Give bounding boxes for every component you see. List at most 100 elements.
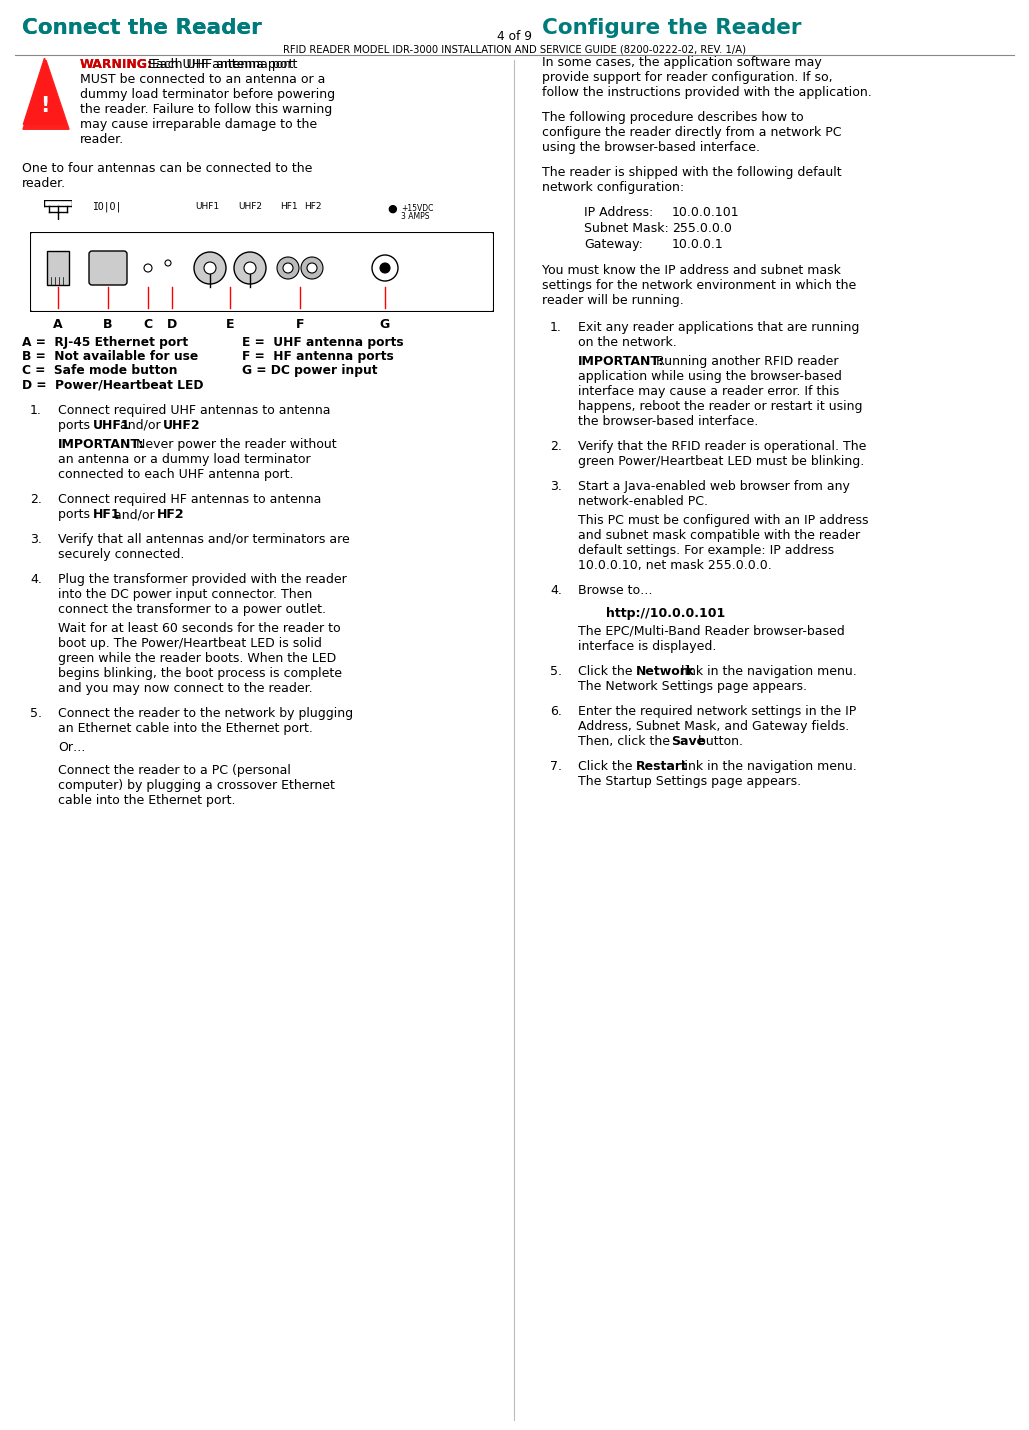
Text: 4 of 9: 4 of 9	[497, 30, 532, 43]
Circle shape	[234, 252, 267, 285]
Circle shape	[244, 262, 256, 275]
Text: Exit any reader applications that are running: Exit any reader applications that are ru…	[578, 320, 859, 335]
Text: D: D	[167, 317, 177, 330]
Text: boot up. The Power/Heartbeat LED is solid: boot up. The Power/Heartbeat LED is soli…	[58, 636, 322, 651]
Text: ports: ports	[58, 508, 94, 521]
Text: 1.: 1.	[30, 405, 42, 418]
Text: Click the: Click the	[578, 759, 637, 774]
Text: E =  UHF antenna ports: E = UHF antenna ports	[242, 336, 403, 349]
Text: ports: ports	[58, 419, 94, 432]
Text: F =  HF antenna ports: F = HF antenna ports	[242, 350, 394, 363]
Text: follow the instructions provided with the application.: follow the instructions provided with th…	[542, 86, 872, 99]
Text: This PC must be configured with an IP address: This PC must be configured with an IP ad…	[578, 513, 868, 528]
Text: Connect the reader to a PC (personal: Connect the reader to a PC (personal	[58, 764, 291, 776]
Polygon shape	[24, 59, 66, 124]
Text: UHF2: UHF2	[238, 202, 262, 212]
Text: Verify that all antennas and/or terminators are: Verify that all antennas and/or terminat…	[58, 533, 350, 546]
Text: Plug the transformer provided with the reader: Plug the transformer provided with the r…	[58, 573, 347, 586]
FancyBboxPatch shape	[47, 252, 69, 285]
Text: the browser-based interface.: the browser-based interface.	[578, 415, 758, 428]
FancyBboxPatch shape	[30, 232, 494, 312]
Text: A: A	[54, 317, 63, 330]
Text: 3.: 3.	[30, 533, 42, 546]
Text: dummy load terminator before powering: dummy load terminator before powering	[80, 89, 335, 102]
Text: reader will be running.: reader will be running.	[542, 295, 683, 307]
Text: .: .	[174, 508, 178, 521]
Text: Running another RFID reader: Running another RFID reader	[652, 355, 839, 368]
Text: 1.: 1.	[549, 320, 562, 335]
Text: Each UHF antenna port: Each UHF antenna port	[148, 59, 293, 72]
Text: Address, Subnet Mask, and Gateway fields.: Address, Subnet Mask, and Gateway fields…	[578, 719, 849, 734]
Text: WARNING:: WARNING:	[80, 59, 153, 72]
Text: !: !	[41, 102, 51, 122]
Text: Wait for at least 60 seconds for the reader to: Wait for at least 60 seconds for the rea…	[58, 622, 341, 635]
Text: 10.0.0.101: 10.0.0.101	[672, 206, 740, 219]
Text: link in the navigation menu.: link in the navigation menu.	[677, 759, 856, 774]
Text: You must know the IP address and subnet mask: You must know the IP address and subnet …	[542, 265, 841, 277]
Circle shape	[204, 262, 216, 275]
Text: 255.0.0.0: 255.0.0.0	[672, 222, 732, 235]
Text: default settings. For example: IP address: default settings. For example: IP addres…	[578, 543, 835, 558]
Circle shape	[283, 263, 293, 273]
Text: Click the: Click the	[578, 665, 637, 678]
Text: interface is displayed.: interface is displayed.	[578, 641, 716, 654]
Text: and you may now connect to the reader.: and you may now connect to the reader.	[58, 682, 313, 695]
Text: may cause irreparable damage to the: may cause irreparable damage to the	[80, 119, 317, 132]
Text: green Power/Heartbeat LED must be blinking.: green Power/Heartbeat LED must be blinki…	[578, 455, 864, 468]
Text: F: F	[295, 317, 305, 330]
Text: Enter the required network settings in the IP: Enter the required network settings in t…	[578, 705, 856, 718]
FancyBboxPatch shape	[88, 252, 127, 285]
Circle shape	[301, 257, 323, 279]
Circle shape	[372, 255, 398, 282]
Text: The following procedure describes how to: The following procedure describes how to	[542, 112, 804, 124]
Text: E: E	[225, 317, 235, 330]
Text: Start a Java-enabled web browser from any: Start a Java-enabled web browser from an…	[578, 480, 850, 493]
Text: HF2: HF2	[156, 508, 184, 521]
Text: securely connected.: securely connected.	[58, 548, 184, 561]
Text: HF1: HF1	[280, 202, 297, 212]
Text: an Ethernet cable into the Ethernet port.: an Ethernet cable into the Ethernet port…	[58, 722, 313, 735]
Text: connected to each UHF antenna port.: connected to each UHF antenna port.	[58, 468, 293, 480]
Text: HF2: HF2	[304, 202, 321, 212]
Text: 4.: 4.	[30, 573, 42, 586]
Text: Connect the reader to the network by plugging: Connect the reader to the network by plu…	[58, 706, 353, 719]
Circle shape	[165, 260, 171, 266]
Text: 5.: 5.	[549, 665, 562, 678]
Text: Connect the Reader: Connect the Reader	[22, 19, 261, 39]
Text: UHF1: UHF1	[196, 202, 219, 212]
Text: IO|O|: IO|O|	[94, 202, 122, 213]
Text: IMPORTANT:: IMPORTANT:	[58, 438, 144, 450]
Text: MUST be connected to an antenna or a: MUST be connected to an antenna or a	[80, 73, 325, 86]
Text: 4.: 4.	[549, 583, 562, 596]
Text: One to four antennas can be connected to the: One to four antennas can be connected to…	[22, 162, 313, 174]
Text: IMPORTANT:: IMPORTANT:	[578, 355, 665, 368]
Text: and/or: and/or	[110, 508, 158, 521]
Text: G = DC power input: G = DC power input	[242, 365, 378, 378]
Text: green while the reader boots. When the LED: green while the reader boots. When the L…	[58, 652, 336, 665]
Text: Never power the reader without: Never power the reader without	[132, 438, 336, 450]
Text: the reader. Failure to follow this warning: the reader. Failure to follow this warni…	[80, 103, 332, 116]
Text: link in the navigation menu.: link in the navigation menu.	[677, 665, 856, 678]
Text: reader.: reader.	[80, 133, 125, 146]
Text: The Network Settings page appears.: The Network Settings page appears.	[578, 681, 807, 694]
Text: ●: ●	[387, 204, 397, 214]
Text: !: !	[40, 96, 49, 116]
Text: network configuration:: network configuration:	[542, 182, 684, 194]
Text: RFID READER MODEL IDR-3000 INSTALLATION AND SERVICE GUIDE (8200-0222-02, REV. 1/: RFID READER MODEL IDR-3000 INSTALLATION …	[283, 44, 746, 54]
Text: http://10.0.0.101: http://10.0.0.101	[606, 606, 725, 621]
Text: G: G	[380, 317, 390, 330]
Text: 3 AMPS: 3 AMPS	[401, 212, 429, 222]
Text: HF1: HF1	[93, 508, 120, 521]
Text: WARNING:: WARNING:	[80, 59, 153, 72]
Text: 10.0.0.1: 10.0.0.1	[672, 237, 723, 252]
Text: 7.: 7.	[549, 759, 562, 774]
Text: C =  Safe mode button: C = Safe mode button	[22, 365, 177, 378]
Text: and subnet mask compatible with the reader: and subnet mask compatible with the read…	[578, 529, 860, 542]
Text: Browse to…: Browse to…	[578, 583, 652, 596]
Text: using the browser-based interface.: using the browser-based interface.	[542, 142, 760, 154]
Text: The Startup Settings page appears.: The Startup Settings page appears.	[578, 775, 802, 788]
Text: Gateway:: Gateway:	[584, 237, 643, 252]
Text: UHF1: UHF1	[93, 419, 131, 432]
Text: into the DC power input connector. Then: into the DC power input connector. Then	[58, 588, 312, 601]
Text: Configure the Reader: Configure the Reader	[542, 19, 802, 39]
